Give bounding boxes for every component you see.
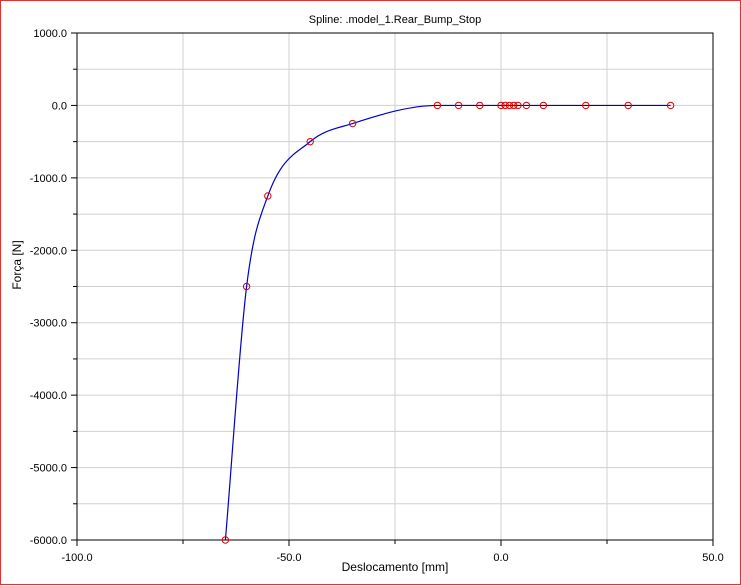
y-axis-label: Força [N]: [10, 240, 24, 289]
y-tick-label: -5000.0: [30, 463, 67, 475]
y-tick-label: -1000.0: [30, 173, 67, 185]
data-point: [624, 101, 632, 110]
y-tick-label: -2000.0: [30, 245, 67, 257]
data-point: [505, 101, 514, 110]
data-point: [522, 101, 531, 110]
series-layer: [221, 101, 675, 544]
data-point: [264, 192, 272, 200]
series-line: [224, 104, 671, 541]
axis-ticks: 1000.0 0.0 -1000.0 -2000.0 -3000.0 -4000.0 -50…: [30, 28, 724, 564]
y-tick-label: -3000.0: [30, 318, 67, 330]
data-point: [497, 101, 505, 110]
data-point: [348, 119, 357, 128]
data-point: [582, 101, 590, 110]
data-point: [454, 101, 463, 110]
data-point: [514, 101, 522, 110]
x-tick-label: -50.0: [276, 552, 301, 564]
y-tick-label: -4000.0: [30, 390, 67, 402]
y-tick-label: 0.0: [52, 100, 67, 112]
data-point: [539, 101, 548, 110]
data-point: [242, 282, 251, 291]
y-tick-label: -6000.0: [30, 535, 67, 547]
grid: [77, 33, 713, 540]
data-point: [501, 101, 509, 110]
x-axis-label: Deslocamento [mm]: [342, 560, 449, 574]
y-tick-label: 1000.0: [33, 28, 67, 40]
x-tick-label: 50.0: [702, 552, 723, 564]
data-point: [221, 536, 230, 544]
x-tick-label: -100.0: [61, 552, 92, 564]
data-point: [476, 101, 484, 110]
data-point: [510, 101, 518, 110]
data-point: [666, 101, 675, 110]
chart-title: Spline: .model_1.Rear_Bump_Stop: [309, 14, 481, 26]
data-point: [433, 101, 442, 110]
data-point: [306, 137, 314, 146]
x-tick-label: 0.0: [493, 552, 508, 564]
